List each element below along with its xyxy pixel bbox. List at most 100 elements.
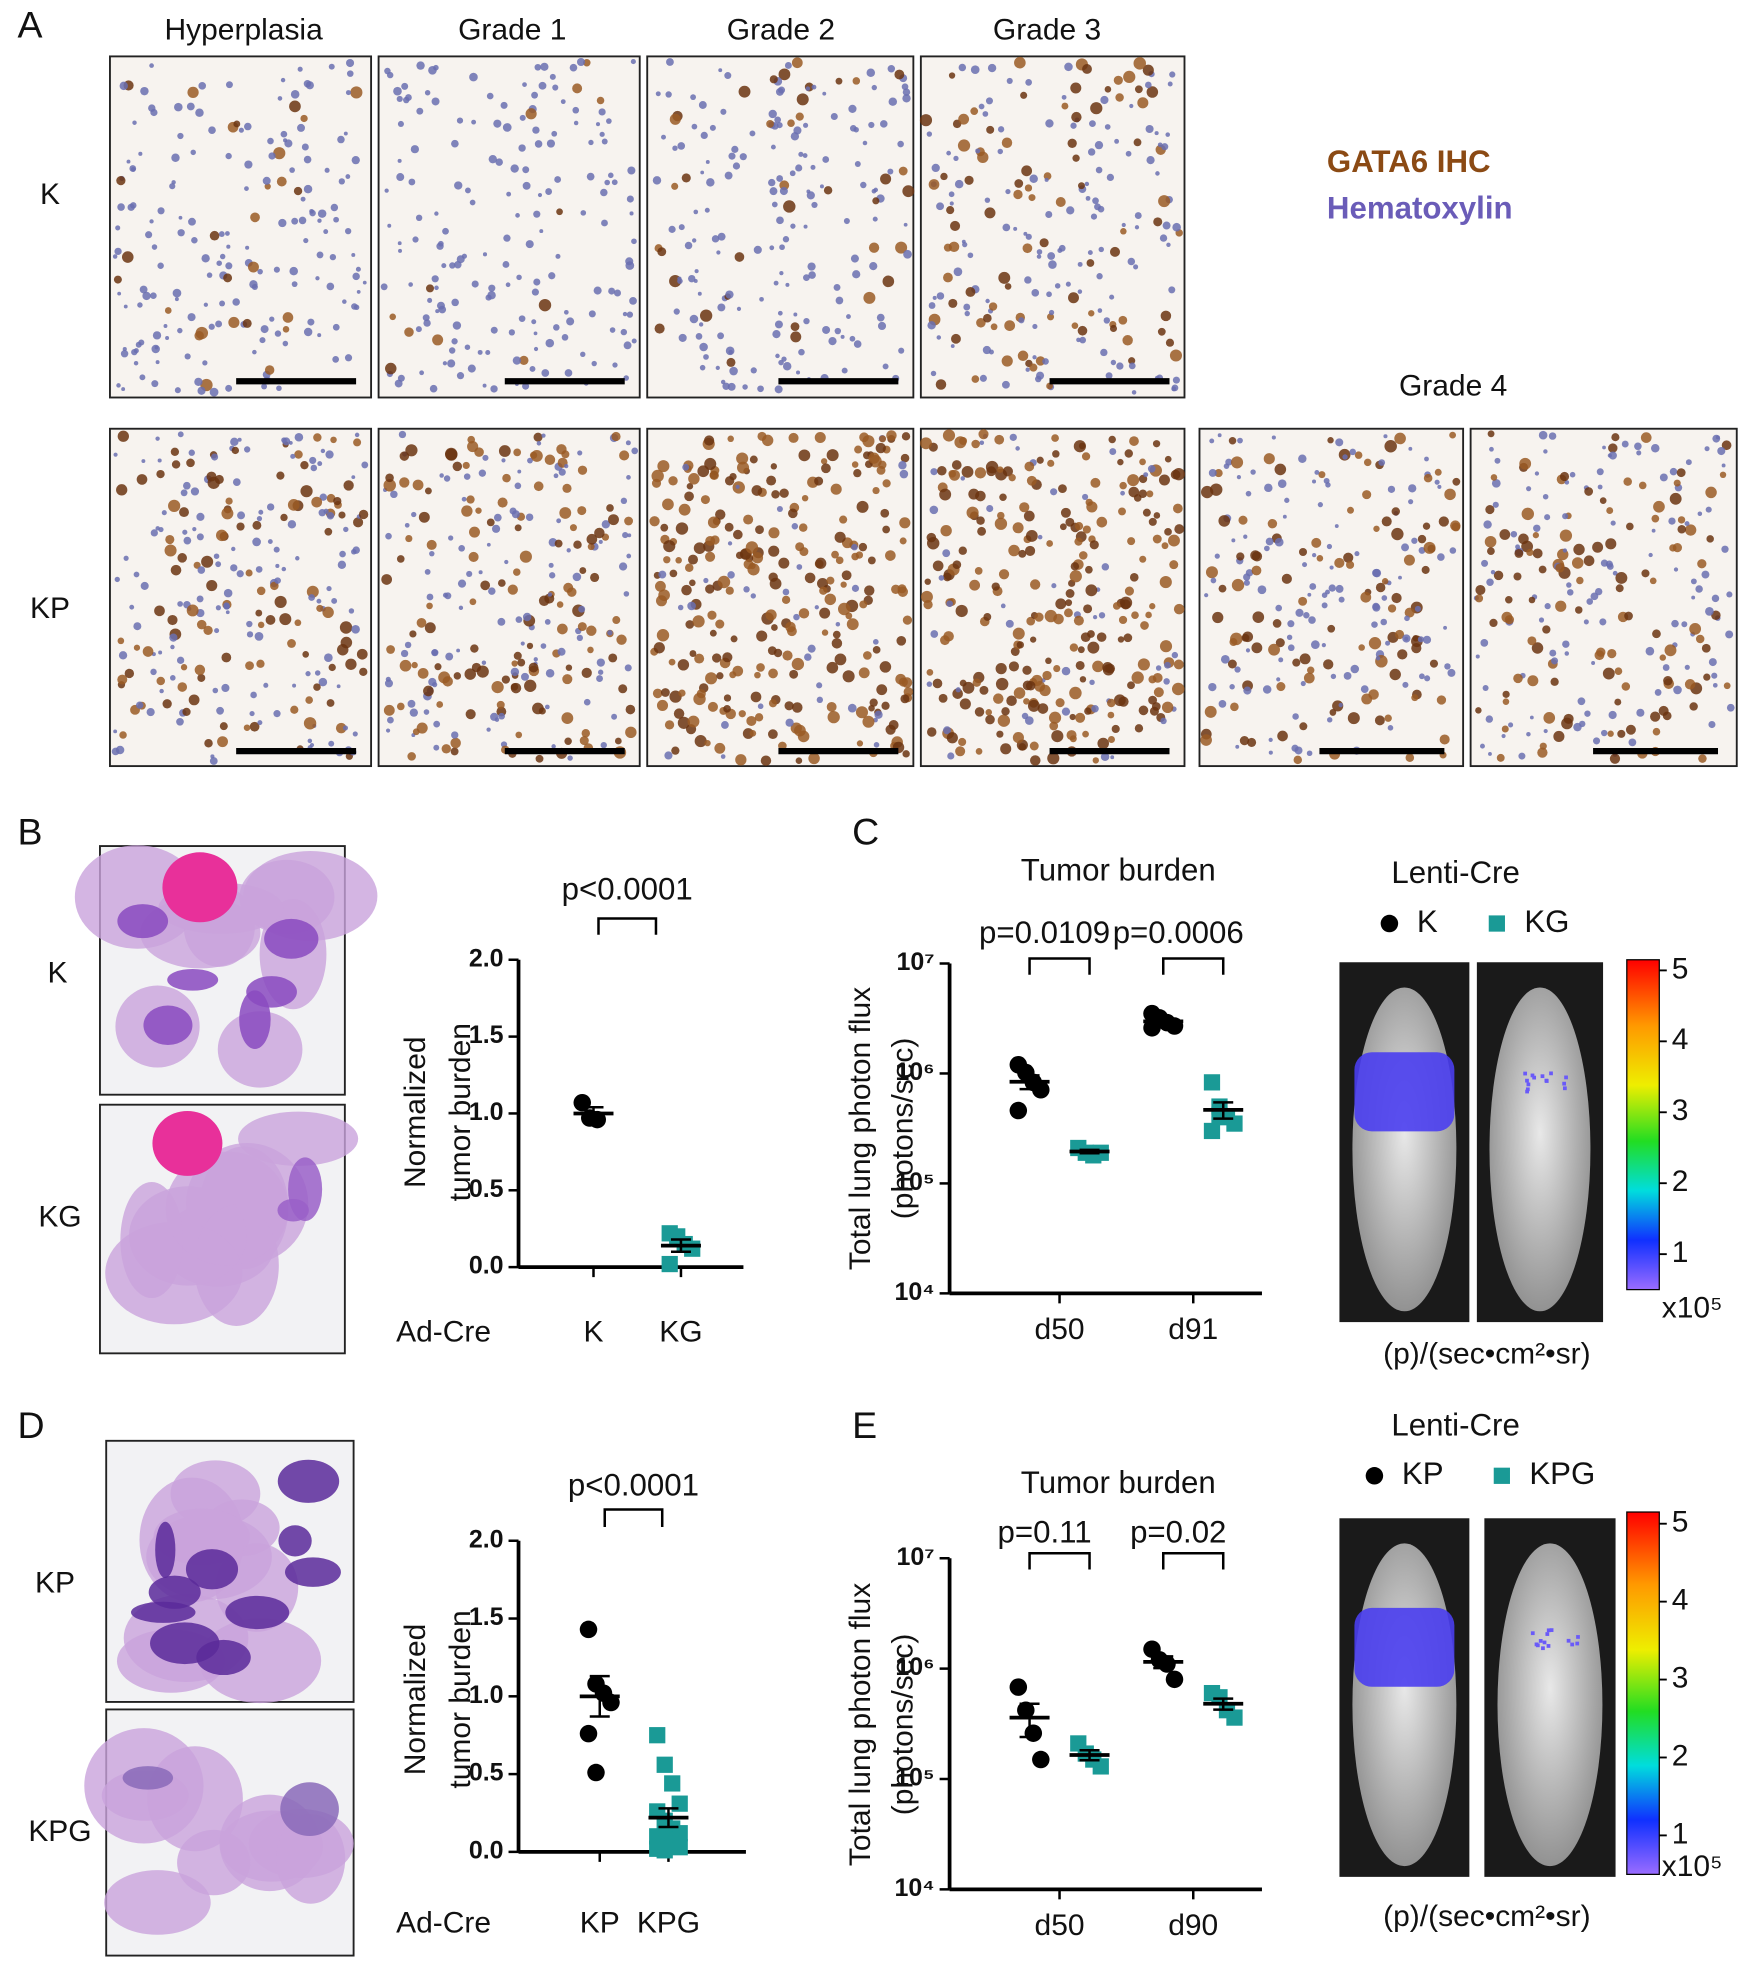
nucleus (993, 693, 1004, 704)
nucleus (978, 429, 989, 440)
nucleus (474, 447, 484, 457)
nucleus (444, 592, 452, 600)
nucleus (223, 588, 233, 598)
nucleus (675, 522, 689, 535)
nucleus (298, 216, 307, 225)
nucleus (1037, 534, 1043, 540)
nucleus (563, 582, 574, 593)
nucleus (735, 754, 747, 766)
nucleus (601, 520, 610, 529)
nucleus (1164, 661, 1171, 669)
nucleus (1169, 560, 1179, 570)
nucleus (249, 721, 260, 732)
nucleus (486, 727, 491, 732)
nucleus (486, 542, 491, 547)
nucleus (580, 210, 587, 216)
nucleus (196, 619, 207, 630)
nucleus (1363, 458, 1372, 467)
nucleus (895, 241, 908, 254)
nucleus (657, 460, 670, 473)
nucleus (816, 682, 823, 689)
nucleus (309, 456, 317, 465)
tumor (117, 904, 169, 939)
nucleus (322, 606, 334, 619)
nucleus (562, 674, 573, 685)
nucleus (1621, 440, 1629, 448)
nucleus (1323, 659, 1334, 670)
nucleus (171, 460, 181, 469)
nucleus (1608, 451, 1617, 460)
nucleus (1329, 565, 1334, 570)
nucleus (852, 270, 861, 279)
nucleus (1065, 599, 1073, 607)
nucleus (1098, 246, 1104, 253)
nucleus (1028, 194, 1036, 202)
nucleus (1538, 565, 1547, 574)
nucleus (467, 435, 476, 444)
colorbar (1626, 959, 1660, 1291)
nucleus (468, 551, 479, 562)
nucleus (1596, 468, 1604, 476)
nucleus (1528, 596, 1536, 604)
nucleus (1104, 124, 1111, 130)
nucleus (279, 613, 292, 626)
nucleus (533, 210, 541, 218)
nucleus (1706, 535, 1714, 543)
nucleus (1012, 732, 1024, 744)
nucleus (1689, 702, 1698, 711)
nucleus (986, 466, 997, 477)
nucleus (1166, 242, 1171, 247)
nucleus (280, 130, 288, 138)
nucleus (556, 518, 562, 524)
nucleus (684, 241, 693, 250)
nucleus (1641, 569, 1650, 578)
nucleus (1569, 471, 1576, 478)
nucleus (768, 545, 780, 557)
nucleus (1486, 578, 1494, 587)
nucleus (586, 533, 598, 545)
nucleus (538, 81, 547, 90)
nucleus (880, 173, 892, 185)
nucleus (706, 178, 715, 187)
nucleus (1104, 86, 1112, 93)
nucleus (1001, 355, 1013, 367)
nucleus (445, 652, 454, 661)
row-label: K (47, 957, 67, 990)
nucleus (485, 349, 491, 356)
nucleus (1234, 666, 1241, 673)
nucleus (318, 677, 328, 687)
nucleus (700, 495, 710, 505)
nucleus (998, 271, 1011, 284)
nucleus (280, 513, 288, 522)
nucleus (966, 506, 979, 519)
nucleus (1513, 572, 1522, 581)
nucleus (839, 515, 848, 524)
nucleus (898, 166, 908, 176)
legend-title: Lenti-Cre (1391, 1407, 1519, 1442)
nucleus (273, 546, 280, 553)
nucleus (803, 317, 810, 325)
nucleus (196, 512, 205, 521)
nucleus (178, 215, 183, 220)
nucleus (1100, 752, 1110, 762)
nucleus (129, 604, 135, 610)
nucleus (396, 95, 403, 103)
nucleus (1475, 654, 1480, 659)
nucleus (535, 754, 544, 763)
data-point (1009, 1678, 1028, 1696)
nucleus (512, 356, 522, 365)
nucleus (548, 562, 554, 568)
nucleus (1583, 619, 1589, 625)
nucleus (1109, 324, 1118, 333)
nucleus (792, 702, 803, 713)
nucleus (1561, 717, 1573, 730)
nucleus (1591, 661, 1596, 665)
nucleus (854, 161, 861, 167)
nucleus (1045, 119, 1054, 128)
nucleus (265, 615, 276, 625)
nucleus (1231, 578, 1245, 592)
nucleus (717, 232, 726, 241)
y-tick-label: 10⁵ (895, 1764, 935, 1792)
data-point (1165, 1670, 1184, 1689)
nucleus (997, 126, 1005, 133)
